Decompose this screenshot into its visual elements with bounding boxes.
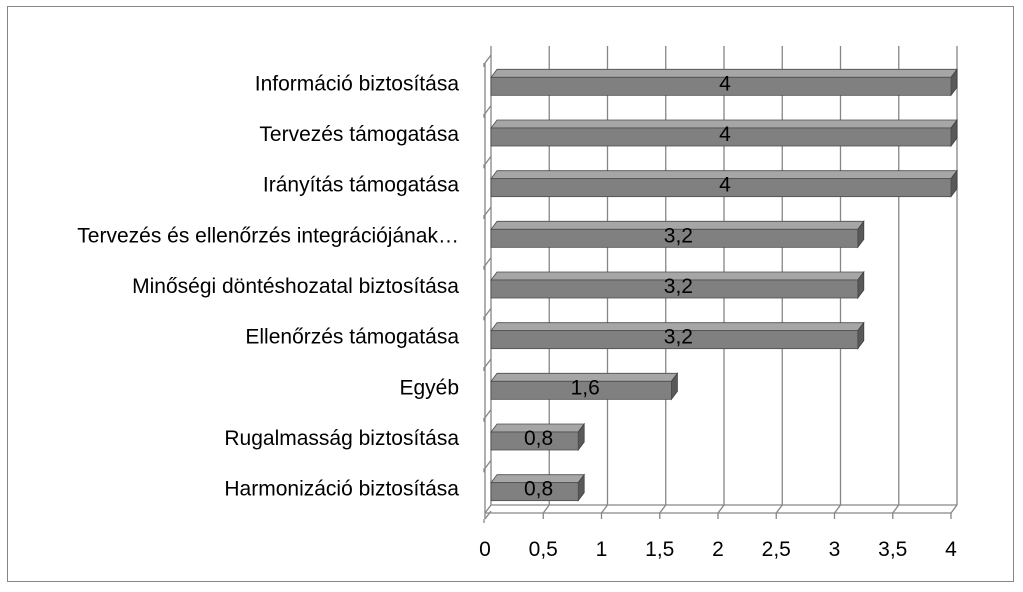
bar-5 xyxy=(490,321,865,350)
bar-8 xyxy=(490,473,586,502)
data-label-1: 4 xyxy=(719,123,731,146)
category-label-3: Tervezés és ellenőrzés integrációjának… xyxy=(77,224,459,247)
bars xyxy=(490,68,958,502)
bar-2 xyxy=(490,169,958,198)
floor-diagonal-6 xyxy=(833,504,842,514)
category-label-6: Egyéb xyxy=(399,376,459,399)
category-label-0: Információ biztosítása xyxy=(255,72,460,95)
bar-6 xyxy=(490,372,679,401)
floor-diagonal-0 xyxy=(484,504,492,514)
y-axis-tick-1 xyxy=(484,105,492,115)
x-tick-label-0: 0 xyxy=(479,538,491,561)
y-axis-tick-6 xyxy=(484,358,492,368)
floor-diagonal-7 xyxy=(892,504,900,514)
category-label-8: Harmonizáció biztosítása xyxy=(224,478,459,501)
data-label-7: 0,8 xyxy=(524,427,553,450)
y-axis-tick-4 xyxy=(484,257,492,267)
x-tick-label-6: 3 xyxy=(829,538,841,561)
data-label-8: 0,8 xyxy=(524,478,553,501)
bar-0 xyxy=(490,68,958,97)
floor-diagonal-2 xyxy=(600,504,609,514)
y-axis-tick-0 xyxy=(484,54,492,64)
floor-diagonal-4 xyxy=(717,504,725,514)
category-label-2: Irányítás támogatása xyxy=(263,174,459,197)
x-tick-label-4: 2 xyxy=(712,538,724,561)
x-axis-tick-labels: 0 0,5 1 1,5 2 2,5 3 3,5 4 xyxy=(479,513,957,561)
y-axis-tick-5 xyxy=(484,307,492,317)
x-tick-label-8: 4 xyxy=(945,538,957,561)
category-label-5: Ellenőrzés támogatása xyxy=(245,326,459,349)
x-tick-label-2: 1 xyxy=(596,538,608,561)
data-label-0: 4 xyxy=(719,72,731,95)
y-axis-tick-7 xyxy=(484,409,492,419)
data-label-3: 3,2 xyxy=(664,224,693,247)
y-axis-tick-3 xyxy=(484,206,492,216)
data-label-6: 1,6 xyxy=(571,376,600,399)
floor-diagonal-8 xyxy=(950,504,958,514)
y-axis-tick-8 xyxy=(484,459,492,469)
data-label-5: 3,2 xyxy=(664,326,693,349)
x-tick-label-5: 2,5 xyxy=(762,538,791,561)
x-tick-label-7: 3,5 xyxy=(878,538,907,561)
floor-diagonal-3 xyxy=(659,504,667,514)
y-axis-tick-9 xyxy=(484,510,492,520)
data-label-2: 4 xyxy=(719,174,731,197)
bar-7 xyxy=(490,422,586,452)
y-axis-tick-2 xyxy=(484,155,492,165)
category-label-1: Tervezés támogatása xyxy=(259,123,459,146)
data-labels: 4 4 4 3,2 3,2 3,2 1,6 0,8 0,8 xyxy=(524,72,731,500)
bar-4 xyxy=(490,270,865,300)
bar-3 xyxy=(490,220,865,249)
data-label-4: 3,2 xyxy=(664,275,693,298)
floor-diagonal-1 xyxy=(542,504,550,514)
category-label-4: Minőségi döntéshozatal biztosítása xyxy=(132,275,459,298)
bar-1 xyxy=(490,118,958,148)
floor-diagonal-5 xyxy=(775,504,783,514)
category-label-7: Rugalmasság biztosítása xyxy=(224,427,459,450)
x-tick-label-1: 0,5 xyxy=(529,538,558,561)
category-labels: Információ biztosítása Tervezés támogatás… xyxy=(77,72,459,500)
x-tick-label-3: 1,5 xyxy=(645,538,674,561)
